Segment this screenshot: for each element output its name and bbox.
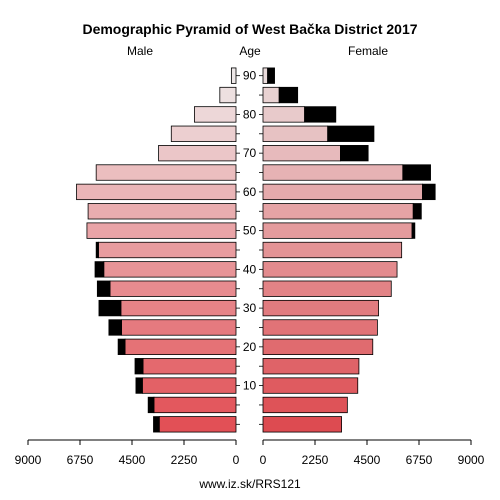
age-tick-label-20: 20 (243, 340, 257, 354)
female-x-tick-label: 6750 (406, 453, 433, 467)
male-excess-bar-0-4 (153, 416, 160, 433)
male-bar-40-44 (103, 261, 237, 278)
male-excess-bar-35-39 (96, 280, 111, 297)
male-bar-70-74 (158, 145, 237, 162)
female-bar-0-4 (262, 416, 342, 433)
female-bar-40-44 (262, 261, 398, 278)
male-x-tick-label: 6750 (67, 453, 94, 467)
male-bar-0-4 (158, 416, 237, 433)
female-bar-10-14 (262, 377, 359, 394)
age-tick-label-70: 70 (243, 146, 257, 160)
female-excess-bar-55-59 (412, 203, 422, 220)
female-bar-50-54 (262, 222, 413, 239)
chart-title: Demographic Pyramid of West Bačka Distri… (82, 21, 417, 37)
female-excess-bar-80-84 (304, 106, 337, 123)
age-tick-label-10: 10 (243, 379, 257, 393)
male-x-tick-label: 2250 (171, 453, 198, 467)
female-excess-bar-85-89 (278, 86, 299, 104)
female-bar-45-49 (262, 241, 403, 259)
female-x-tick-label: 0 (260, 453, 267, 467)
female-x-tick-label: 9000 (458, 453, 485, 467)
male-excess-bar-20-24 (117, 338, 126, 355)
male-bar-85-89 (219, 86, 237, 104)
male-bar-30-34 (120, 299, 237, 317)
male-bar-15-19 (142, 358, 237, 375)
female-bar-65-69 (262, 164, 404, 181)
male-bar-50-54 (86, 222, 237, 239)
female-label: Female (348, 44, 388, 58)
age-tick-label-80: 80 (243, 107, 257, 121)
age-tick-label-50: 50 (243, 224, 257, 238)
female-bar-5-9 (262, 396, 348, 414)
male-excess-bar-5-9 (147, 396, 155, 414)
male-excess-bar-30-34 (98, 299, 122, 317)
female-x-tick-label: 2250 (302, 453, 329, 467)
male-bar-5-9 (153, 396, 237, 414)
male-bar-55-59 (87, 203, 237, 220)
bars-group (76, 67, 436, 433)
female-excess-bar-65-69 (402, 164, 431, 181)
axes-group: 10 20 30 40 50 60 70 80 90 9000 6750 4500 2250 0 0 2250… (15, 69, 485, 467)
female-bar-55-59 (262, 203, 414, 220)
male-excess-bar-10-14 (135, 377, 143, 394)
female-excess-bar-60-64 (422, 183, 436, 201)
age-tick-label-60: 60 (243, 185, 257, 199)
male-x-tick-label: 4500 (119, 453, 146, 467)
male-excess-bar-15-19 (134, 358, 144, 375)
male-excess-bar-40-44 (94, 261, 105, 278)
female-bar-20-24 (262, 338, 374, 355)
female-bar-60-64 (262, 183, 423, 201)
female-excess-bar-75-79 (327, 125, 375, 142)
male-bar-75-79 (170, 125, 237, 142)
female-bar-75-79 (262, 125, 329, 142)
female-bar-15-19 (262, 358, 360, 375)
female-bar-80-84 (262, 106, 305, 123)
male-bar-10-14 (141, 377, 237, 394)
male-label: Male (127, 44, 153, 58)
male-excess-bar-25-29 (108, 319, 122, 336)
male-bar-65-69 (95, 164, 237, 181)
footer-source: www.iz.sk/RRS121 (198, 477, 301, 491)
female-bar-30-34 (262, 299, 379, 317)
female-excess-bar-50-54 (411, 222, 416, 239)
male-bar-80-84 (193, 106, 237, 123)
male-bar-45-49 (98, 241, 237, 259)
age-label: Age (239, 44, 261, 58)
female-x-tick-label: 4500 (354, 453, 381, 467)
male-bar-60-64 (76, 183, 237, 201)
female-bar-85-89 (262, 86, 280, 104)
male-bar-90+ (230, 67, 237, 84)
female-excess-bar-90+ (267, 67, 275, 84)
female-bar-35-39 (262, 280, 392, 297)
male-excess-bar-45-49 (95, 241, 99, 259)
female-bar-70-74 (262, 145, 341, 162)
female-excess-bar-70-74 (340, 145, 369, 162)
male-bar-35-39 (109, 280, 237, 297)
male-bar-25-29 (121, 319, 237, 336)
male-bar-20-24 (124, 338, 237, 355)
age-tick-label-40: 40 (243, 262, 257, 276)
male-x-tick-label: 0 (233, 453, 240, 467)
male-x-tick-label: 9000 (15, 453, 42, 467)
female-bar-25-29 (262, 319, 378, 336)
female-bar-90+ (262, 67, 269, 84)
age-tick-label-30: 30 (243, 301, 257, 315)
age-tick-label-90: 90 (243, 69, 257, 83)
